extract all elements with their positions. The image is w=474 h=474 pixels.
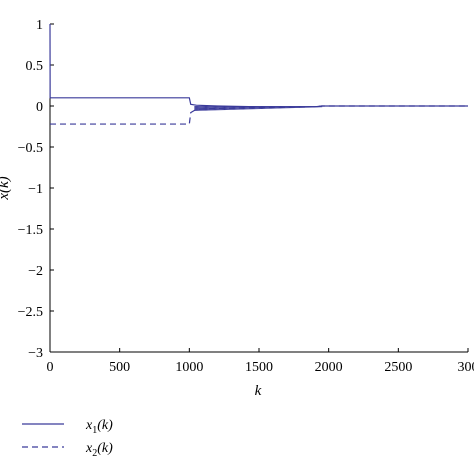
axes [49, 23, 469, 353]
tick-labels: −3 −2.5 −2 −1.5 −1 −0.5 0 0.5 1 0 500 1000 1500 2000 2… [18, 18, 474, 375]
x-tick-label: 1000 [175, 360, 203, 375]
x-axis-label: k [255, 383, 262, 399]
legend-label-2: x2(k) [85, 441, 113, 459]
y-tick-label: −1 [28, 182, 43, 197]
x-tick-label: 1500 [245, 360, 273, 375]
x-tick-label: 0 [47, 360, 54, 375]
x-tick-label: 2000 [315, 360, 343, 375]
x-tick-label: 300 [458, 360, 474, 375]
legend-label-1: x1(k) [85, 418, 113, 436]
y-tick-label: −2 [28, 264, 43, 279]
series-line-2 [50, 105, 468, 125]
y-tick-label: 0.5 [26, 59, 44, 74]
series-layer [49, 23, 468, 125]
x-tick-label: 2500 [384, 360, 412, 375]
y-tick-label: −0.5 [18, 141, 43, 156]
y-tick-label: −3 [28, 346, 43, 361]
legend: x1(k) x2(k) [22, 418, 113, 459]
y-tick-label: 1 [36, 18, 43, 33]
x-tick-label: 500 [109, 360, 130, 375]
series-line-1 [49, 23, 468, 108]
y-tick-label: −1.5 [18, 223, 43, 238]
y-axis-label: x(k) [0, 176, 12, 200]
y-tick-label: −2.5 [18, 305, 43, 320]
y-tick-label: 0 [36, 100, 43, 115]
